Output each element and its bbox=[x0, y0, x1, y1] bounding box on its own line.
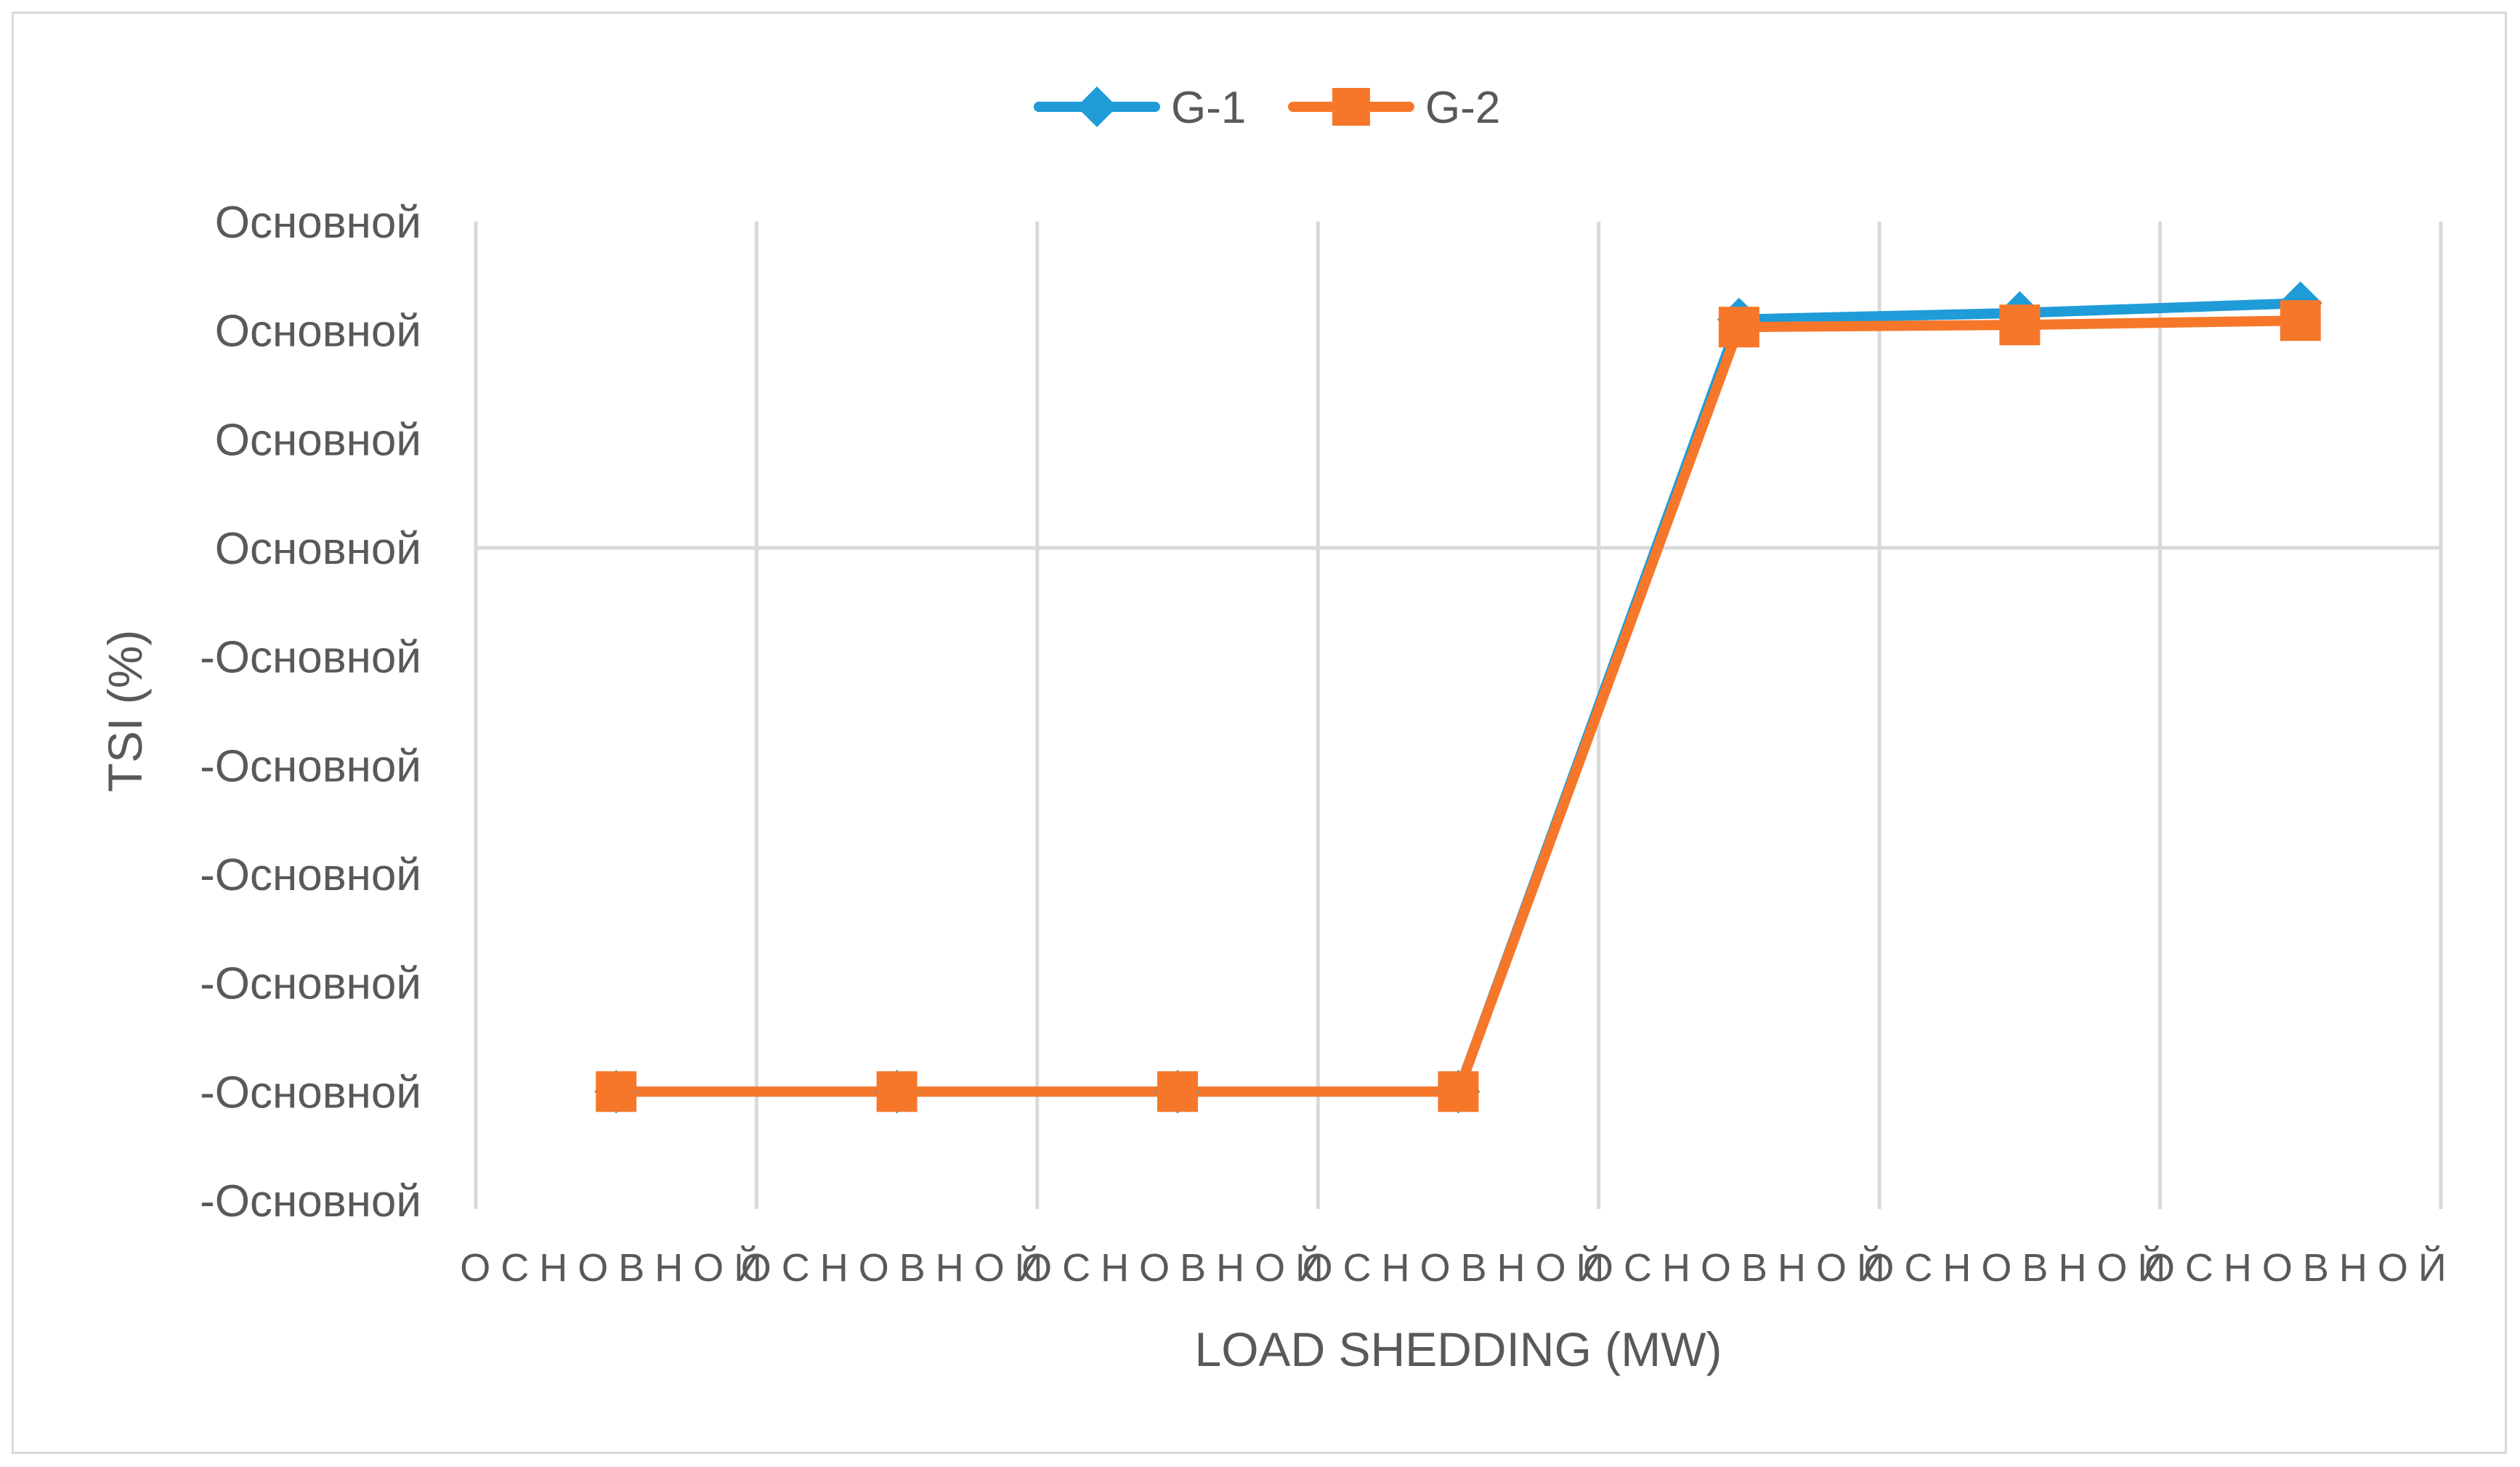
series-line-g-2 bbox=[611, 315, 2306, 1097]
y-tick-label: -Основной bbox=[200, 1176, 421, 1226]
legend-label-g-2: G-2 bbox=[1425, 83, 1500, 133]
y-tick-label: Основной bbox=[215, 307, 421, 357]
y-axis-title: TSI (%) bbox=[98, 630, 152, 793]
x-tick-label: ОСНОВНОЙ bbox=[1863, 1245, 2176, 1290]
data-point-g-2 bbox=[596, 1071, 637, 1112]
data-point-g-2 bbox=[876, 1071, 917, 1112]
x-axis-ticks: ОСНОВНОЙОСНОВНОЙОСНОВНОЙОСНОВНОЙОСНОВНОЙ… bbox=[460, 1245, 2457, 1290]
data-point-g-2 bbox=[1999, 304, 2041, 346]
legend-marker-g-2 bbox=[1332, 88, 1370, 126]
data-point-g-2 bbox=[2280, 300, 2321, 342]
series-line-g-1 bbox=[611, 298, 2306, 1097]
y-tick-label: -Основной bbox=[200, 1067, 421, 1118]
x-tick-label: ОСНОВНОЙ bbox=[741, 1245, 1053, 1290]
data-point-g-2 bbox=[1157, 1071, 1199, 1112]
x-tick-label: ОСНОВНОЙ bbox=[1302, 1245, 1615, 1290]
x-tick-label: ОСНОВНОЙ bbox=[1021, 1245, 1334, 1290]
data-point-g-2 bbox=[1438, 1071, 1479, 1112]
y-tick-label: Основной bbox=[215, 415, 421, 465]
gridlines bbox=[474, 222, 2443, 1209]
legend-label-g-1: G-1 bbox=[1171, 83, 1246, 133]
y-tick-label: -Основной bbox=[200, 741, 421, 791]
x-axis-title: LOAD SHEDDING (MW) bbox=[1195, 1322, 1722, 1376]
data-point-g-2 bbox=[1718, 307, 1759, 348]
series-markers bbox=[594, 281, 2322, 1114]
y-tick-label: Основной bbox=[215, 524, 421, 574]
y-tick-label: -Основной bbox=[200, 850, 421, 900]
chart-frame bbox=[12, 12, 2507, 1454]
y-tick-label: -Основной bbox=[200, 633, 421, 683]
x-tick-label: ОСНОВНОЙ bbox=[1583, 1245, 1895, 1290]
series-lines bbox=[611, 298, 2306, 1097]
y-tick-label: -Основной bbox=[200, 959, 421, 1009]
legend-marker-g-1 bbox=[1077, 86, 1117, 127]
legend: G-1 G-2 bbox=[1034, 83, 1500, 133]
x-tick-label: ОСНОВНОЙ bbox=[2144, 1245, 2457, 1290]
y-axis-ticks: Основной Основной Основной Основной -Основно… bbox=[200, 198, 421, 1226]
y-tick-label: Основной bbox=[215, 198, 421, 248]
x-tick-label: ОСНОВНОЙ bbox=[460, 1245, 772, 1290]
